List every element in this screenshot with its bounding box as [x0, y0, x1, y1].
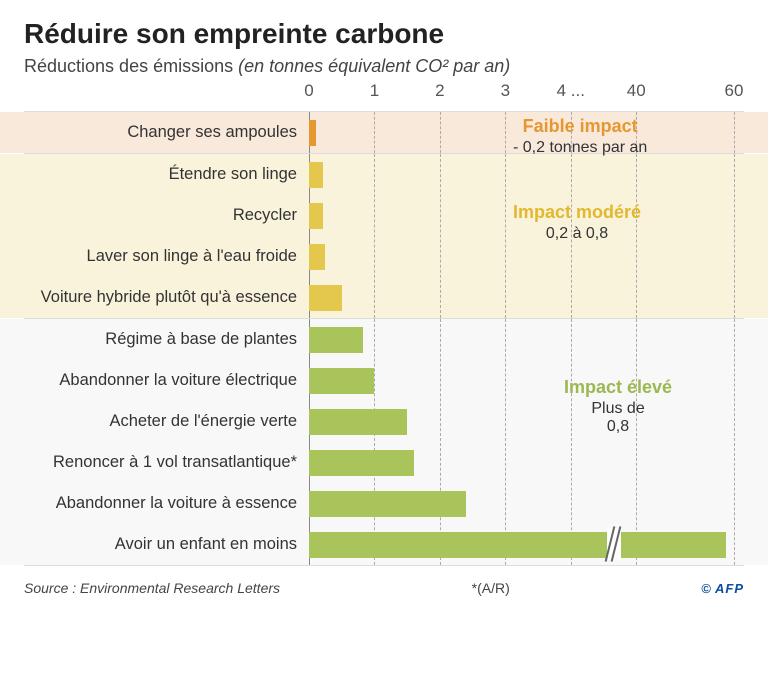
bar-row: Changer ses ampoules [24, 112, 744, 153]
axis-tick: 4 ... [557, 81, 585, 101]
subtitle-plain: Réductions des émissions [24, 56, 238, 76]
x-axis: 01234 ...4060 [309, 81, 734, 111]
bar-label: Voiture hybride plutôt qu'à essence [24, 288, 309, 307]
bar-zone [309, 319, 734, 360]
afp-logo: AFP [715, 581, 744, 596]
bar [309, 203, 323, 229]
bar-zone [309, 112, 734, 153]
bar-zone [309, 360, 734, 401]
bar [309, 327, 363, 353]
bar-label: Avoir un enfant en moins [24, 535, 309, 554]
axis-tick: 40 [627, 81, 646, 101]
bar-row: Abandonner la voiture électrique [24, 360, 744, 401]
footer: Source : Environmental Research Letters … [24, 580, 744, 596]
copyright-icon: © [701, 581, 711, 596]
axis-tick: 2 [435, 81, 444, 101]
bar-zone [309, 236, 734, 277]
subtitle-italic: (en tonnes équivalent CO² par an) [238, 56, 510, 76]
credit: © AFP [701, 581, 744, 596]
bar [309, 450, 414, 476]
axis-tick: 3 [501, 81, 510, 101]
bar-label: Laver son linge à l'eau froide [24, 247, 309, 266]
bar-row: Abandonner la voiture à essence [24, 483, 744, 524]
bar-row: Acheter de l'énergie verte [24, 401, 744, 442]
bar [309, 244, 325, 270]
bar-label: Recycler [24, 206, 309, 225]
bar-zone [309, 154, 734, 195]
bar-chart: Changer ses ampoulesFaible impact- 0,2 t… [24, 111, 744, 566]
bar [309, 162, 323, 188]
bar-zone [309, 483, 734, 524]
axis-tick: 1 [370, 81, 379, 101]
bar-label: Abandonner la voiture à essence [24, 494, 309, 513]
axis-tick: 60 [725, 81, 744, 101]
bar-label: Changer ses ampoules [24, 123, 309, 142]
bar-zone [309, 195, 734, 236]
axis-break-icon [607, 528, 621, 560]
bar-label: Étendre son linge [24, 165, 309, 184]
source-text: Source : Environmental Research Letters [24, 580, 280, 596]
bar-row: Laver son linge à l'eau froide [24, 236, 744, 277]
bar [309, 409, 407, 435]
bar-zone [309, 524, 734, 565]
bar [309, 532, 726, 558]
bar-label: Acheter de l'énergie verte [24, 412, 309, 431]
chart-section: Régime à base de plantes Abandonner la vo… [24, 319, 744, 566]
axis-tick: 0 [304, 81, 313, 101]
bar-row: Avoir un enfant en moins [24, 524, 744, 565]
bar-row: Renoncer à 1 vol transatlantique* [24, 442, 744, 483]
bar-row: Régime à base de plantes [24, 319, 744, 360]
chart-title: Réduire son empreinte carbone [24, 18, 744, 50]
bar [309, 285, 342, 311]
bar-zone [309, 442, 734, 483]
bar-label: Abandonner la voiture électrique [24, 371, 309, 390]
bar-row: Recycler [24, 195, 744, 236]
bar-label: Renoncer à 1 vol transatlantique* [24, 453, 309, 472]
chart-subtitle: Réductions des émissions (en tonnes équi… [24, 56, 744, 77]
bar-label: Régime à base de plantes [24, 330, 309, 349]
bar [309, 368, 374, 394]
bar-zone [309, 401, 734, 442]
chart-section: Changer ses ampoulesFaible impact- 0,2 t… [24, 111, 744, 154]
bar [309, 120, 316, 146]
bar-row: Voiture hybride plutôt qu'à essence [24, 277, 744, 318]
footnote: *(A/R) [472, 580, 510, 596]
bar [309, 491, 466, 517]
bar-zone [309, 277, 734, 318]
chart-section: Étendre son linge Recycler Laver son linge… [24, 154, 744, 319]
bar-row: Étendre son linge [24, 154, 744, 195]
